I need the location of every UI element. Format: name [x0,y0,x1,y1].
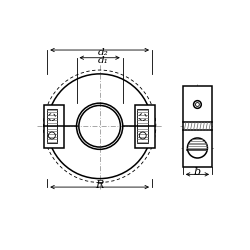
Bar [135,105,155,148]
Bar [46,109,57,143]
Text: R: R [96,180,104,190]
Bar [137,109,148,143]
Bar [183,86,212,167]
Text: d₂: d₂ [97,48,108,58]
Text: b: b [194,167,201,177]
Text: d₁: d₁ [97,56,108,65]
Circle shape [47,74,152,178]
Bar [44,105,64,148]
